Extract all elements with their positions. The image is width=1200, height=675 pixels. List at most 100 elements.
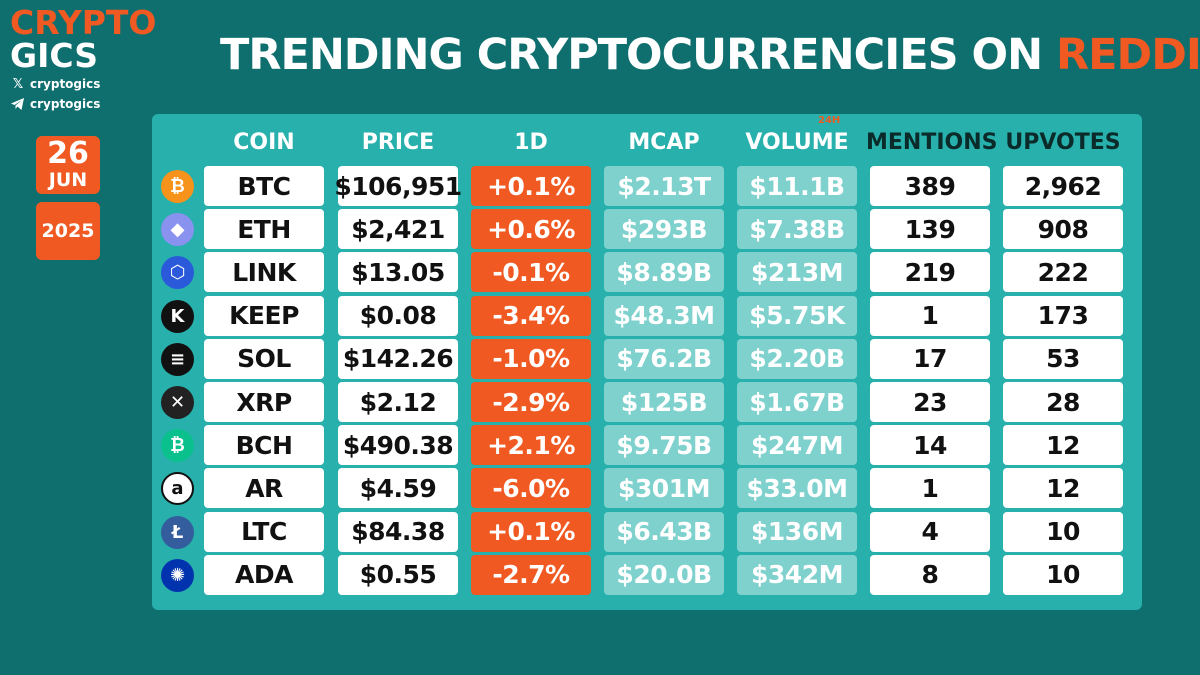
brand-name-line2: GICS (10, 36, 98, 75)
coin-cell: ADA (204, 554, 324, 595)
table-row: ✺ ADA $0.55 -2.7% $20.0B $342M 8 10 (0, 554, 1200, 595)
mentions-cell: 4 (870, 511, 990, 552)
volume-cell: $11.1B (737, 166, 857, 206)
mentions-cell: 23 (870, 382, 990, 422)
price-cell: $2,421 (338, 209, 458, 250)
table-row: ⬡ LINK $13.05 -0.1% $8.89B $213M 219 222 (0, 252, 1200, 293)
volume-cell: $7.38B (737, 209, 857, 250)
upvotes-cell: 12 (1003, 425, 1123, 466)
cardano-icon: ✺ (161, 558, 194, 592)
volume-cell: $213M (737, 252, 857, 293)
volume-cell: $342M (737, 554, 857, 595)
x-logo-icon: 𝕏 (12, 76, 24, 92)
price-cell: $0.08 (338, 295, 458, 336)
keep-icon: K (161, 299, 194, 333)
upvotes-cell: 908 (1003, 209, 1123, 250)
date-badge: 26 JUN (36, 136, 100, 194)
bitcoin-cash-icon: ₿ (161, 429, 194, 463)
chainlink-icon: ⬡ (161, 256, 194, 290)
bitcoin-icon: ₿ (161, 170, 194, 203)
upvotes-cell: 10 (1003, 554, 1123, 595)
mentions-cell: 219 (870, 252, 990, 293)
x-handle[interactable]: 𝕏 cryptogics (10, 76, 160, 92)
coin-cell: KEEP (204, 295, 324, 336)
table-row: ₿ BTC $106,951 +0.1% $2.13T $11.1B 389 2,962 (0, 166, 1200, 206)
upvotes-cell: 10 (1003, 511, 1123, 552)
coin-cell: BCH (204, 425, 324, 466)
table-row: ✕ XRP $2.12 -2.9% $125B $1.67B 23 28 (0, 382, 1200, 422)
arweave-icon: a (161, 472, 194, 506)
change-1d-cell: +0.1% (471, 166, 591, 206)
date-day: 26 (47, 136, 89, 171)
upvotes-cell: 12 (1003, 468, 1123, 509)
mcap-cell: $20.0B (604, 554, 724, 595)
telegram-handle-text: cryptogics (30, 97, 101, 111)
price-cell: $142.26 (338, 338, 458, 379)
price-cell: $4.59 (338, 468, 458, 509)
mentions-cell: 8 (870, 554, 990, 595)
solana-icon: ≡ (161, 342, 194, 376)
mcap-cell: $8.89B (604, 252, 724, 293)
upvotes-cell: 2,962 (1003, 166, 1123, 206)
volume-cell: $247M (737, 425, 857, 466)
price-cell: $84.38 (338, 511, 458, 552)
coin-cell: BTC (204, 166, 324, 206)
change-1d-cell: +0.1% (471, 511, 591, 552)
coin-cell: AR (204, 468, 324, 509)
change-1d-cell: -1.0% (471, 338, 591, 379)
mcap-cell: $301M (604, 468, 724, 509)
telegram-icon (10, 96, 26, 112)
coin-cell: XRP (204, 382, 324, 422)
date-month: JUN (48, 169, 88, 191)
price-cell: $2.12 (338, 382, 458, 422)
price-cell: $106,951 (334, 166, 462, 206)
brand-name-line1: CRYPTO (10, 3, 157, 42)
table-row: ₿ BCH $490.38 +2.1% $9.75B $247M 14 12 (0, 425, 1200, 466)
change-1d-cell: -2.7% (471, 554, 591, 595)
price-cell: $13.05 (338, 252, 458, 293)
mcap-cell: $293B (604, 209, 724, 250)
title-main: TRENDING CRYPTOCURRENCIES ON (220, 30, 1057, 80)
coin-cell: LINK (204, 252, 324, 293)
mentions-cell: 17 (870, 338, 990, 379)
header-volume: VOLUME (745, 130, 849, 155)
change-1d-cell: -0.1% (471, 252, 591, 293)
x-handle-text: cryptogics (30, 77, 101, 91)
header-mentions: MENTIONS (866, 130, 998, 155)
table-row: K KEEP $0.08 -3.4% $48.3M $5.75K 1 173 (0, 295, 1200, 336)
table-row: a AR $4.59 -6.0% $301M $33.0M 1 12 (0, 468, 1200, 509)
mcap-cell: $2.13T (604, 166, 724, 206)
xrp-icon: ✕ (161, 386, 194, 419)
table-row: ≡ SOL $142.26 -1.0% $76.2B $2.20B 17 53 (0, 338, 1200, 379)
price-cell: $490.38 (338, 425, 458, 466)
volume-cell: $1.67B (737, 382, 857, 422)
mentions-cell: 14 (870, 425, 990, 466)
header-mcap: MCAP (628, 130, 700, 155)
table-row: ◆ ETH $2,421 +0.6% $293B $7.38B 139 908 (0, 209, 1200, 250)
upvotes-cell: 53 (1003, 338, 1123, 379)
title-accent: REDDIT (1056, 30, 1200, 80)
volume-cell: $2.20B (737, 338, 857, 379)
mentions-cell: 139 (870, 209, 990, 250)
upvotes-cell: 173 (1003, 295, 1123, 336)
change-1d-cell: -6.0% (471, 468, 591, 509)
upvotes-cell: 28 (1003, 382, 1123, 422)
coin-cell: ETH (204, 209, 324, 250)
telegram-handle[interactable]: cryptogics (10, 96, 160, 112)
coin-cell: SOL (204, 338, 324, 379)
mentions-cell: 389 (870, 166, 990, 206)
brand-logo: CRYPTO GICS 𝕏 cryptogics cryptogics (10, 6, 160, 112)
volume-cell: $5.75K (737, 295, 857, 336)
header-coin: COIN (233, 130, 295, 155)
mcap-cell: $48.3M (604, 295, 724, 336)
mentions-cell: 1 (870, 295, 990, 336)
header-1d: 1D (514, 130, 548, 155)
coin-cell: LTC (204, 511, 324, 552)
change-1d-cell: +2.1% (471, 425, 591, 466)
table-row: Ł LTC $84.38 +0.1% $6.43B $136M 4 10 (0, 511, 1200, 552)
header-price: PRICE (361, 130, 435, 155)
page-title: TRENDING CRYPTOCURRENCIES ON REDDIT (220, 30, 1200, 80)
price-cell: $0.55 (338, 554, 458, 595)
header-upvotes: UPVOTES (1005, 130, 1121, 155)
change-1d-cell: -2.9% (471, 382, 591, 422)
